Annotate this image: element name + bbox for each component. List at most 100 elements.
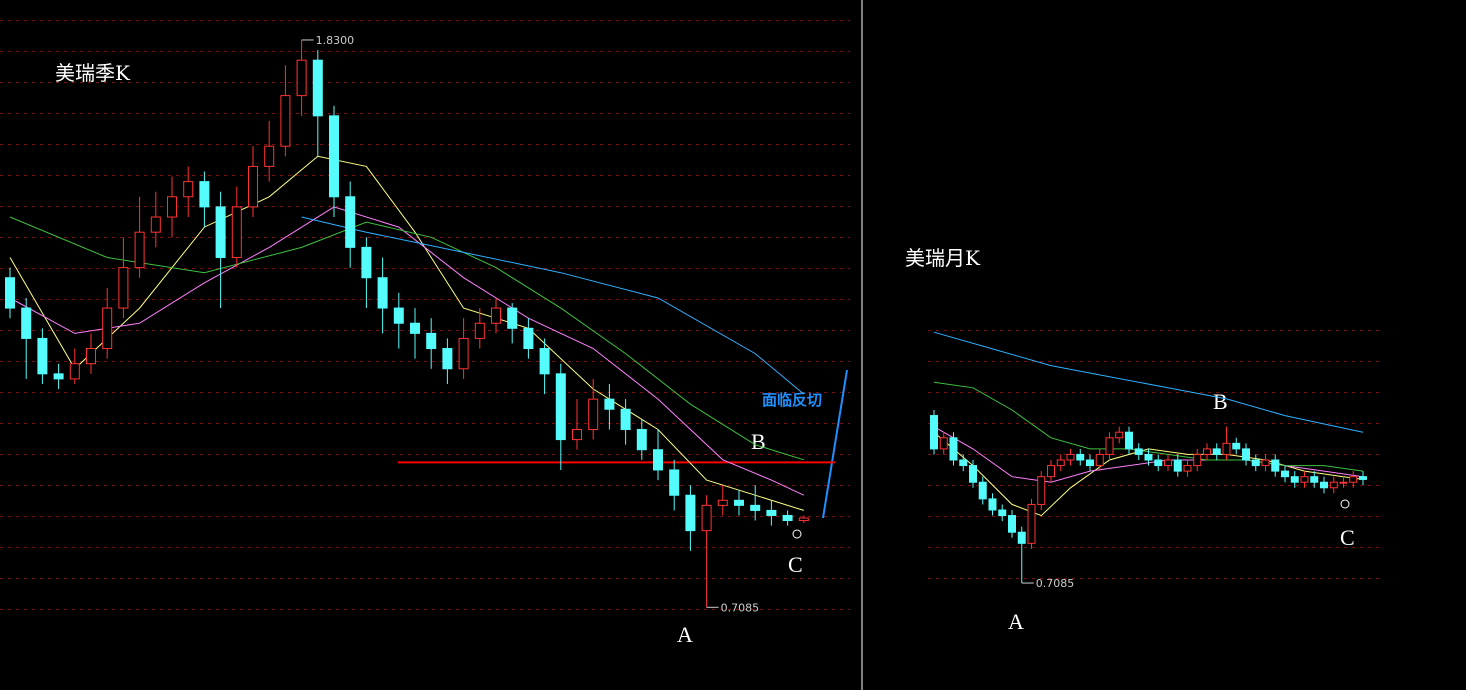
candle-body (1300, 476, 1309, 483)
candle-body (1076, 453, 1085, 461)
candle-body (978, 481, 987, 500)
candle-body (1232, 442, 1241, 450)
candle-body (393, 307, 404, 324)
candle-body (167, 196, 177, 218)
candle-body (37, 337, 48, 375)
candle-body (1144, 453, 1153, 461)
candle-body (1047, 465, 1055, 478)
candle-body (988, 498, 997, 511)
candle-body (1329, 481, 1338, 489)
candle-body (150, 216, 161, 233)
candle-body (248, 165, 258, 208)
candle-body (734, 499, 744, 506)
moving-average-line (933, 331, 1364, 433)
candle-body (134, 231, 145, 269)
candle-body (1125, 431, 1133, 450)
candle-body (969, 465, 977, 483)
candle-body (1027, 503, 1036, 544)
candle-body (1086, 459, 1094, 467)
candle-body (215, 206, 226, 258)
low-label: 0.7085 (1036, 577, 1075, 590)
candle-body (949, 437, 958, 461)
candle-body (939, 437, 948, 450)
candle-body (1271, 459, 1280, 472)
annotation: B (1213, 389, 1228, 414)
high-label: 1.8300 (316, 34, 355, 47)
candle-body (1290, 476, 1299, 483)
candle-body (312, 59, 323, 117)
candle-body (669, 469, 680, 496)
candle-body (1066, 453, 1075, 461)
candle-body (183, 181, 194, 198)
candle-body (345, 196, 356, 248)
candle-body (1203, 448, 1211, 455)
candle-body (1017, 531, 1026, 544)
candle-body (53, 373, 64, 380)
moving-average-line (9, 206, 805, 496)
candle-body (1349, 476, 1358, 483)
candle-body (1193, 453, 1202, 467)
annotation: 面临反切 (762, 391, 822, 409)
candle-body (685, 494, 696, 532)
candle-body (1251, 459, 1260, 467)
chart-title: 美瑞月K (905, 246, 981, 270)
candle-body (1261, 459, 1270, 467)
candle-body (231, 206, 242, 258)
candle-body (102, 307, 113, 350)
candle-body (361, 246, 372, 279)
grid-background (0, 0, 850, 620)
candle-body (329, 115, 339, 198)
candle-body (69, 363, 80, 380)
candle-body (86, 348, 96, 365)
candle-body (1115, 431, 1124, 439)
moving-average-line (9, 155, 804, 511)
annotation: A (1008, 609, 1024, 634)
candle-body (588, 398, 599, 430)
marker-circle (792, 529, 802, 539)
candle-body (930, 415, 938, 450)
candle-body (1242, 448, 1250, 461)
candle-body (636, 428, 647, 451)
candle-body (1095, 453, 1104, 467)
candle-body (1320, 481, 1328, 489)
candle-body (604, 398, 615, 410)
candle-body (296, 59, 307, 97)
candle-body (426, 332, 437, 350)
moving-average-line (301, 216, 805, 395)
chart-title: 美瑞季K (55, 61, 131, 85)
candle-body (798, 517, 809, 522)
candle-body (555, 373, 566, 441)
candle-body (199, 181, 210, 208)
trend-stroke (822, 369, 848, 519)
candle-body (118, 267, 129, 309)
candle-body (507, 307, 518, 329)
marker-circle (1340, 499, 1350, 509)
candle-body (491, 307, 501, 324)
candle-body (701, 504, 712, 532)
annotation: C (1340, 525, 1355, 550)
candle-body (572, 428, 582, 441)
candle-body (377, 277, 388, 309)
annotation: C (788, 552, 803, 577)
candle-body (539, 348, 550, 375)
candle-body (782, 514, 793, 522)
candle-body (998, 509, 1007, 517)
candle-body (21, 307, 32, 339)
candle-body (280, 95, 291, 147)
candle-body (410, 322, 420, 334)
candle-body (1183, 465, 1192, 472)
candle-body (474, 322, 485, 339)
candle-body (1310, 476, 1319, 483)
candle-body (442, 348, 453, 370)
candle-body (1222, 442, 1231, 455)
candle-body (458, 337, 469, 370)
candle-body (1008, 515, 1016, 533)
candle-body (1281, 470, 1289, 478)
candle-body (1339, 481, 1348, 484)
candle-body (1212, 448, 1221, 455)
candle-body (717, 499, 728, 506)
candle-body (1105, 437, 1114, 455)
candle-body (1056, 459, 1065, 467)
candle-body (959, 459, 968, 467)
